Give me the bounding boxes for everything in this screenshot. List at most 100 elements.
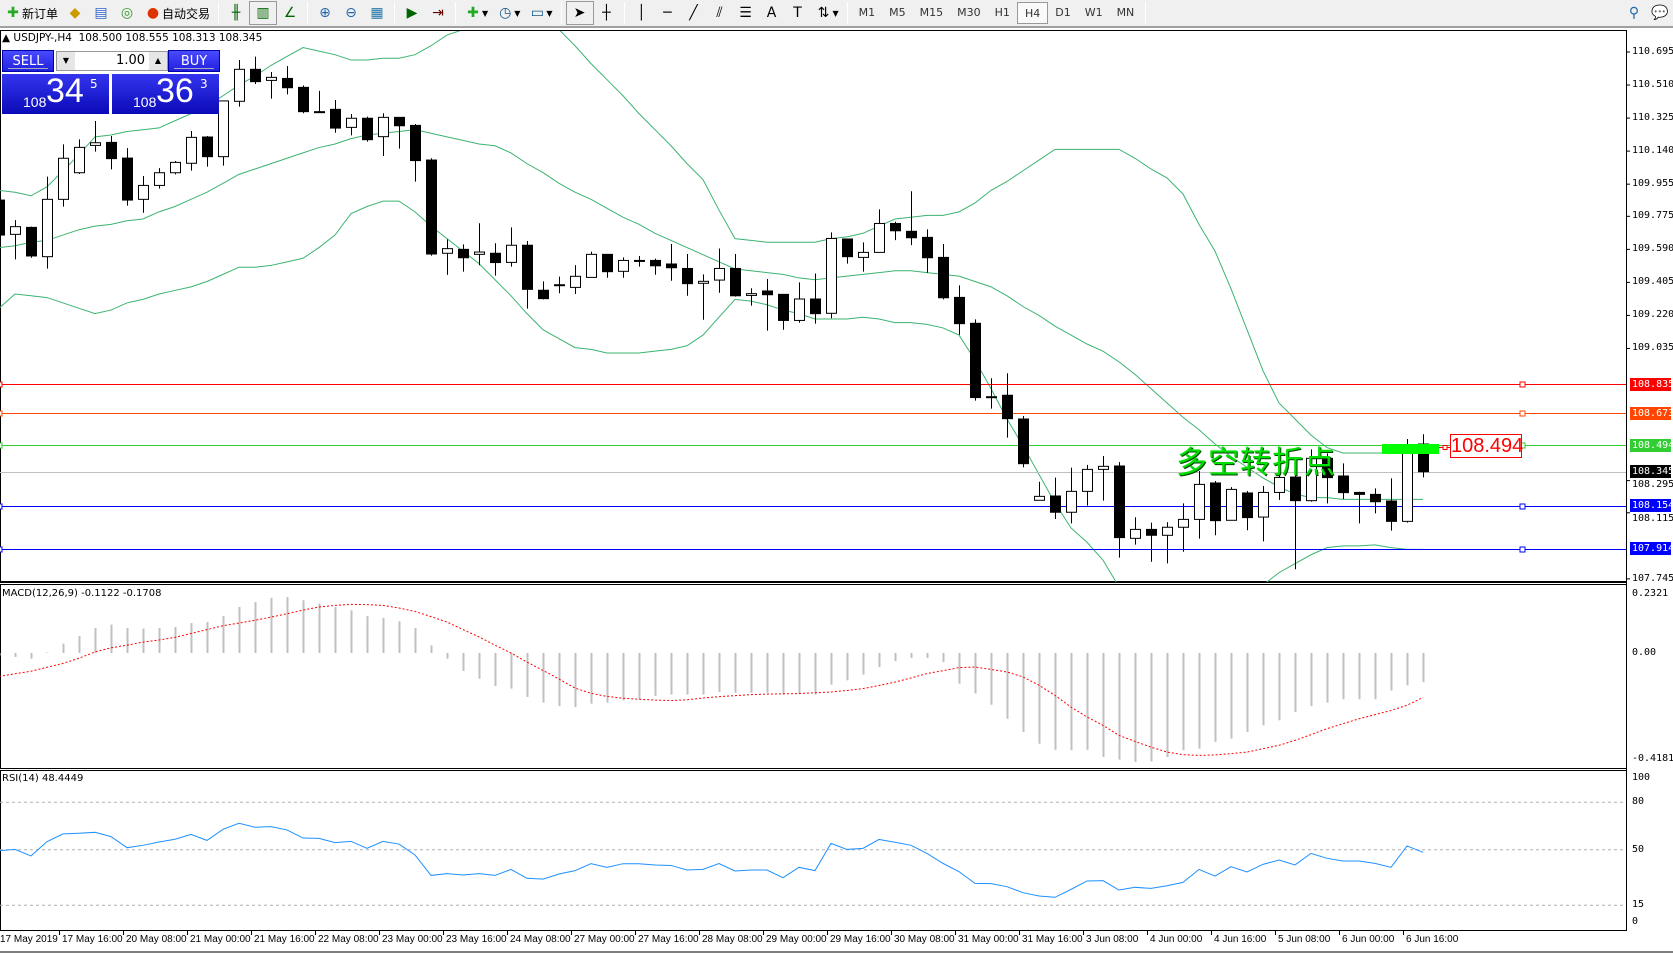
price-tick-label: 108.115 xyxy=(1632,513,1673,525)
level-handle-left xyxy=(0,442,3,449)
candle-body xyxy=(378,116,389,138)
zoom-out-button[interactable]: ⊖ xyxy=(338,1,364,25)
candle xyxy=(666,243,677,281)
candle xyxy=(426,158,437,256)
candle-body xyxy=(474,251,485,255)
level-handle-left xyxy=(0,410,3,417)
zoom-in-button[interactable]: ⊕ xyxy=(312,1,338,25)
price-tick-label: 109.590 xyxy=(1632,243,1673,255)
vertical-line-button[interactable]: │ xyxy=(629,1,655,25)
annotation-text[interactable]: 多空转折点 xyxy=(1176,445,1336,481)
candle xyxy=(490,243,501,276)
market-watch-button[interactable]: ◆ xyxy=(62,1,88,25)
price-label-box[interactable]: 108.494 xyxy=(1450,434,1524,458)
bar-chart-button[interactable]: ╫ xyxy=(223,1,249,25)
text-label-button[interactable]: T xyxy=(785,1,811,25)
candle-body xyxy=(746,293,757,296)
candle-body xyxy=(426,159,437,255)
time-tick-label: 29 May 16:00 xyxy=(830,934,891,945)
candle-body xyxy=(218,100,229,158)
lot-decrease-icon[interactable]: ▼ xyxy=(57,52,75,70)
candle xyxy=(906,191,917,246)
crosshair-icon: ┼ xyxy=(602,5,611,21)
auto-trading-button[interactable]: ● 自动交易 xyxy=(140,1,214,25)
candle xyxy=(346,113,357,136)
trendline-button[interactable]: ╱ xyxy=(681,1,707,25)
candle-body xyxy=(234,68,245,102)
cursor-button[interactable]: ➤ xyxy=(565,1,594,25)
sell-price-box[interactable]: 108 34 5 xyxy=(2,72,109,114)
candle-body xyxy=(890,222,901,232)
channel-button[interactable]: ⫽ xyxy=(707,1,733,25)
timeframe-m1[interactable]: M1 xyxy=(858,6,876,19)
horizontal-line-button[interactable]: ─ xyxy=(655,1,681,25)
auto-scroll-button[interactable]: ▶ xyxy=(399,1,425,25)
rsi-line xyxy=(0,822,1424,898)
separator xyxy=(455,2,457,24)
tile-windows-button[interactable]: ▦ xyxy=(364,1,390,25)
chat-icon: 💬 xyxy=(1651,5,1669,21)
timeframe-m15[interactable]: M15 xyxy=(919,6,944,19)
candle-body xyxy=(1402,451,1413,522)
candle xyxy=(170,160,181,175)
lot-size-field[interactable]: ▼ 1.00 ▲ xyxy=(56,51,168,71)
time-tick-label: 17 May 2019 xyxy=(0,934,58,945)
timeframe-m30[interactable]: M30 xyxy=(957,6,981,19)
candle-body xyxy=(682,267,693,285)
chart-shift-button[interactable]: ⇥ xyxy=(425,1,451,25)
timeframe-w1[interactable]: W1 xyxy=(1084,6,1103,19)
candle xyxy=(1274,466,1285,500)
candle-body xyxy=(362,117,373,141)
timeframe-h1[interactable]: H1 xyxy=(994,6,1010,19)
level-handle-right xyxy=(1519,503,1526,510)
signals-button[interactable]: ◎ xyxy=(114,1,140,25)
lot-increase-icon[interactable]: ▲ xyxy=(149,52,167,70)
new-order-button[interactable]: ✚ 新订单 xyxy=(0,1,62,25)
timeframe-d1[interactable]: D1 xyxy=(1055,6,1071,19)
lot-size-value[interactable]: 1.00 xyxy=(116,53,145,68)
templates-button[interactable]: ▭ ▼ xyxy=(524,1,556,25)
timeframe-h4[interactable]: H4 xyxy=(1016,2,1049,24)
price-tick-label: 110.140 xyxy=(1632,145,1673,157)
chat-button[interactable]: 💬 xyxy=(1647,1,1673,25)
time-tick-label: 4 Jun 00:00 xyxy=(1150,934,1203,945)
timeframe-mn[interactable]: MN xyxy=(1116,6,1135,19)
bollinger-lower xyxy=(0,200,1423,582)
candle-body xyxy=(10,226,21,235)
indicators-button[interactable]: ✚ ▼ xyxy=(460,1,492,25)
buy-price-box[interactable]: 108 36 3 xyxy=(112,72,219,114)
fibonacci-button[interactable]: ☰ xyxy=(733,1,759,25)
sell-price-big: 34 xyxy=(46,72,84,110)
periods-button[interactable]: ◷ ▼ xyxy=(492,1,524,25)
buy-button[interactable]: BUY xyxy=(168,50,220,72)
candle xyxy=(1354,491,1365,524)
data-window-button[interactable]: ▤ xyxy=(88,1,114,25)
time-tick-label: 31 May 00:00 xyxy=(958,934,1019,945)
buy-price-big: 36 xyxy=(156,72,194,110)
text-icon: A xyxy=(766,5,777,21)
candle-body xyxy=(1034,495,1045,501)
candle xyxy=(1226,487,1237,521)
arrows-button[interactable]: ⇅ ▼ xyxy=(811,1,843,25)
candle xyxy=(314,90,325,114)
search-button[interactable]: ⚲ xyxy=(1621,1,1647,25)
candle xyxy=(250,56,261,84)
candle-chart-button[interactable]: ▥ xyxy=(249,1,278,25)
macd-tick-label: 0.00 xyxy=(1632,647,1657,658)
text-button[interactable]: A xyxy=(759,1,785,25)
candle-body xyxy=(858,251,869,258)
candle xyxy=(554,276,565,294)
sell-button[interactable]: SELL xyxy=(2,50,54,72)
arrows-icon: ⇅ xyxy=(817,5,830,21)
line-chart-button[interactable]: ∠ xyxy=(277,1,303,25)
price-label-anchor xyxy=(1442,445,1448,450)
candle xyxy=(26,226,37,258)
candle-body xyxy=(26,226,37,257)
timeframe-m5[interactable]: M5 xyxy=(889,6,906,19)
indicators-icon: ✚ xyxy=(467,5,479,21)
candle xyxy=(602,253,613,278)
candle xyxy=(1322,453,1333,504)
crosshair-button[interactable]: ┼ xyxy=(594,1,620,25)
one-click-trading-panel: SELL ▼ 1.00 ▲ BUY 108 34 5 108 36 3 xyxy=(2,50,220,114)
